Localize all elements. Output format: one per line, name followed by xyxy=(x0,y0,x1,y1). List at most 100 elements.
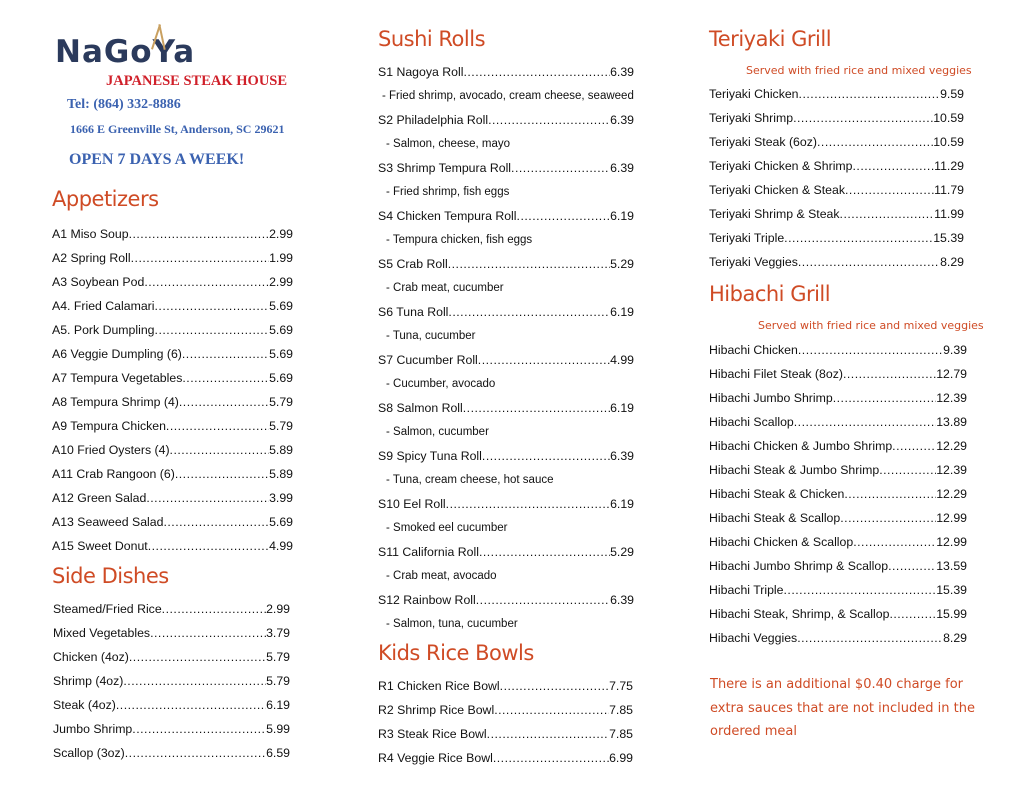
dot-leader xyxy=(817,130,933,154)
item-price: 8.29 xyxy=(940,255,964,269)
menu-item: S2 Philadelphia Roll 6.39 xyxy=(378,108,634,132)
dot-leader xyxy=(500,674,609,698)
item-price: 5.69 xyxy=(269,299,293,313)
menu-item: Hibachi Veggies 8.29 xyxy=(709,626,967,650)
item-price: 10.59 xyxy=(933,111,964,125)
item-price: 11.99 xyxy=(934,207,964,221)
dot-leader xyxy=(182,342,269,366)
menu-item: Teriyaki Chicken & Steak 11.79 xyxy=(709,178,964,202)
item-name: Mixed Vegetables xyxy=(53,626,151,640)
item-price: 11.79 xyxy=(934,183,964,197)
menu-item: Hibachi Steak & Scallop 12.99 xyxy=(709,506,967,530)
dot-leader xyxy=(494,698,609,722)
menu-item: R1 Chicken Rice Bowl 7.75 xyxy=(378,674,633,698)
item-name: Teriyaki Shrimp & Steak xyxy=(709,207,840,221)
dot-leader xyxy=(511,156,610,180)
menu-item: Shrimp (4oz) 5.79 xyxy=(53,669,290,693)
item-name: R4 Veggie Rice Bowl xyxy=(378,751,493,765)
menu-item: A13 Seaweed Salad 5.69 xyxy=(52,510,293,534)
item-name: S8 Salmon Roll xyxy=(378,401,463,415)
item-name: Hibachi Chicken xyxy=(709,343,798,357)
appetizers-heading: Appetizers xyxy=(52,187,159,211)
appetizers-list: A1 Miso Soup 2.99 A2 Spring Roll 1.99 A3 Soy… xyxy=(52,222,293,558)
menu-item: S9 Spicy Tuna Roll 6.39 xyxy=(378,444,634,468)
dot-leader xyxy=(144,270,269,294)
dot-leader xyxy=(446,492,610,516)
menu-item: Hibachi Chicken & Jumbo Shrimp 12.29 xyxy=(709,434,967,458)
dot-leader xyxy=(794,410,936,434)
menu-item: Hibachi Triple 15.39 xyxy=(709,578,967,602)
menu-item: S6 Tuna Roll 6.19 xyxy=(378,300,634,324)
dot-leader xyxy=(123,669,266,693)
dot-leader xyxy=(889,602,936,626)
dot-leader xyxy=(166,414,269,438)
dot-leader xyxy=(155,294,270,318)
menu-item: S3 Shrimp Tempura Roll 6.39 xyxy=(378,156,634,180)
menu-item: A7 Tempura Vegetables 5.69 xyxy=(52,366,293,390)
menu-item: Teriyaki Veggies 8.29 xyxy=(709,250,964,274)
item-name: S1 Nagoya Roll xyxy=(378,65,464,79)
dot-leader xyxy=(845,178,934,202)
item-name: A12 Green Salad xyxy=(52,491,147,505)
item-price: 1.99 xyxy=(269,251,293,265)
dot-leader xyxy=(833,386,937,410)
side-dishes-list: Steamed/Fried Rice 2.99 Mixed Vegetables 3.… xyxy=(53,597,290,765)
item-name: A1 Miso Soup xyxy=(52,227,129,241)
item-price: 4.99 xyxy=(269,539,293,553)
dot-leader xyxy=(840,202,935,226)
item-name: Hibachi Chicken & Scallop xyxy=(709,535,854,549)
dot-leader xyxy=(487,722,609,746)
item-price: 9.59 xyxy=(940,87,964,101)
dot-leader xyxy=(892,434,936,458)
menu-item: S10 Eel Roll 6.19 xyxy=(378,492,634,516)
item-name: A11 Crab Rangoon (6) xyxy=(52,467,175,481)
dot-leader xyxy=(488,108,610,132)
item-price: 12.99 xyxy=(936,535,967,549)
item-name: Hibachi Jumbo Shrimp xyxy=(709,391,833,405)
dot-leader xyxy=(132,717,266,741)
logo: NaGoYa xyxy=(55,24,195,70)
item-description: - Fried shrimp, avocado, cream cheese, s… xyxy=(382,90,634,102)
menu-item: Teriyaki Chicken & Shrimp 11.29 xyxy=(709,154,964,178)
item-price: 7.75 xyxy=(609,679,633,693)
menu-item: S5 Crab Roll 5.29 xyxy=(378,252,634,276)
item-price: 5.89 xyxy=(269,467,293,481)
dot-leader xyxy=(129,222,270,246)
menu-item: Hibachi Chicken 9.39 xyxy=(709,338,967,362)
menu-item: A5. Pork Dumpling 5.69 xyxy=(52,318,293,342)
item-price: 8.29 xyxy=(943,631,967,645)
item-name: S4 Chicken Tempura Roll xyxy=(378,209,517,223)
menu-item: Chicken (4oz) 5.79 xyxy=(53,645,290,669)
item-price: 5.69 xyxy=(269,371,293,385)
menu-item: A10 Fried Oysters (4) 5.89 xyxy=(52,438,293,462)
hibachi-grill-heading: Hibachi Grill xyxy=(709,282,831,306)
item-price: 9.39 xyxy=(943,343,967,357)
dot-leader xyxy=(482,444,610,468)
item-name: Steak (4oz) xyxy=(53,698,116,712)
item-name: Jumbo Shrimp xyxy=(53,722,133,736)
item-description: - Tuna, cucumber xyxy=(386,330,476,342)
item-name: S7 Cucumber Roll xyxy=(378,353,478,367)
menu-item: A1 Miso Soup 2.99 xyxy=(52,222,293,246)
item-price: 12.39 xyxy=(936,391,967,405)
item-description: - Tempura chicken, fish eggs xyxy=(386,234,533,246)
dot-leader xyxy=(798,338,943,362)
address: 1666 E Greenville St, Anderson, SC 29621 xyxy=(70,122,285,136)
item-name: Hibachi Steak & Jumbo Shrimp xyxy=(709,463,880,477)
kids-rice-bowls-heading: Kids Rice Bowls xyxy=(378,641,534,665)
item-name: A10 Fried Oysters (4) xyxy=(52,443,170,457)
item-price: 5.79 xyxy=(266,650,290,664)
phone: Tel: (864) 332-8886 xyxy=(67,97,181,112)
item-name: Hibachi Chicken & Jumbo Shrimp xyxy=(709,439,893,453)
item-price: 6.39 xyxy=(610,161,634,175)
menu-item: A2 Spring Roll 1.99 xyxy=(52,246,293,270)
item-name: Hibachi Jumbo Shrimp & Scallop xyxy=(709,559,889,573)
menu-item: S1 Nagoya Roll 6.39 xyxy=(378,60,634,84)
side-dishes-heading: Side Dishes xyxy=(52,564,169,588)
item-description: - Smoked eel cucumber xyxy=(386,522,508,534)
item-price: 6.39 xyxy=(610,449,634,463)
menu-item: A6 Veggie Dumpling (6) 5.69 xyxy=(52,342,293,366)
teriyaki-grill-heading: Teriyaki Grill xyxy=(709,27,832,51)
item-price: 6.19 xyxy=(610,401,634,415)
dot-leader xyxy=(125,741,266,765)
